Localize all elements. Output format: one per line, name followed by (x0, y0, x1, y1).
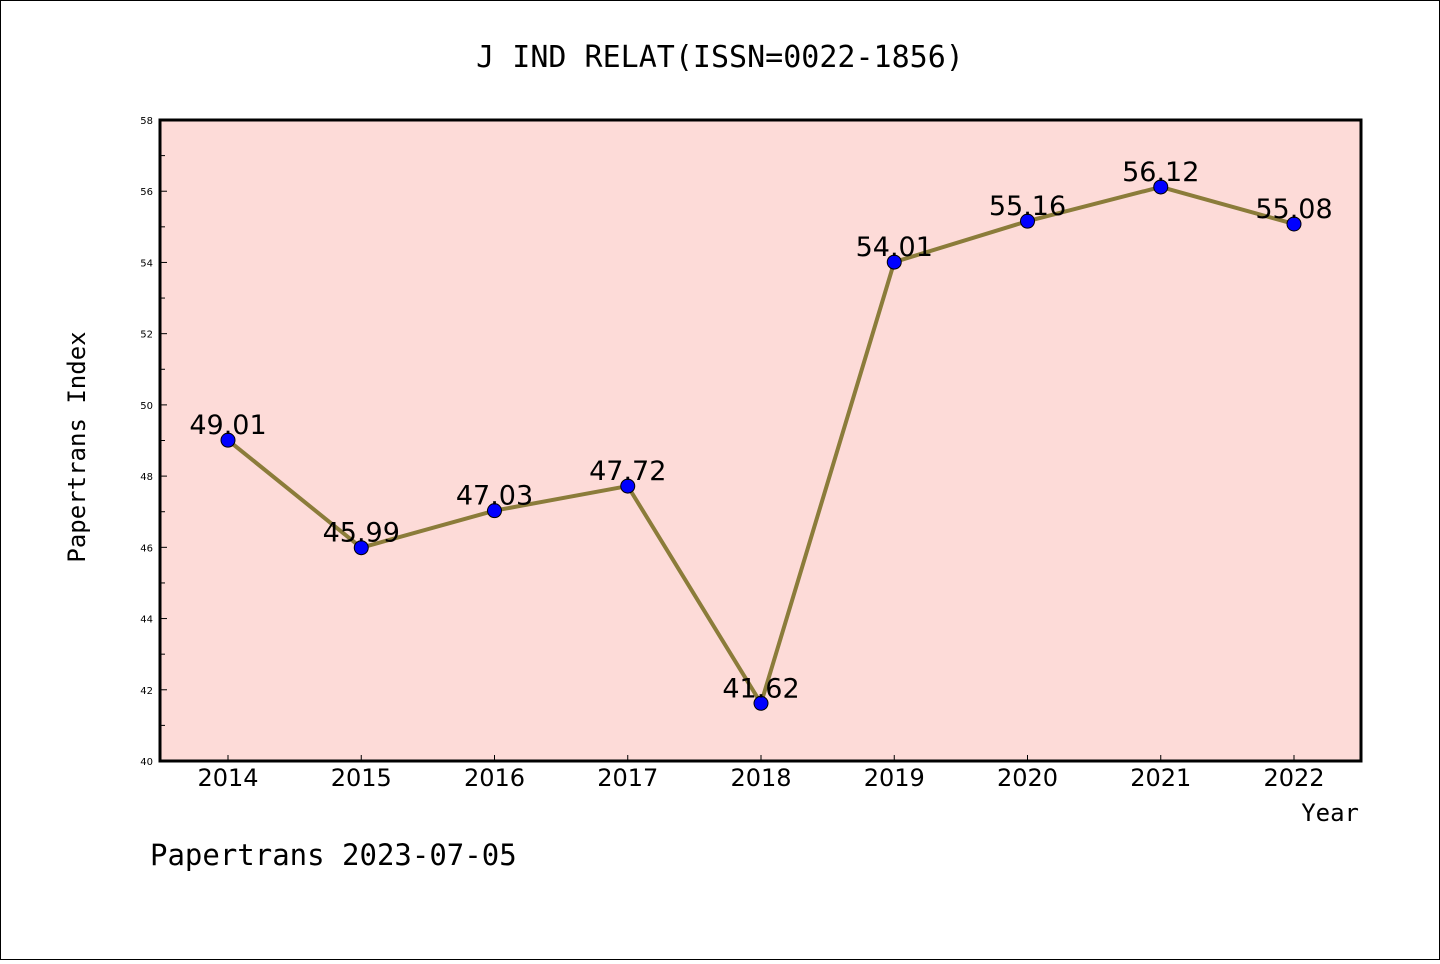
y-tick-label: 58 (140, 116, 153, 127)
data-label: 54.01 (856, 232, 933, 263)
y-tick-label: 46 (140, 543, 153, 554)
data-label: 49.01 (189, 410, 266, 441)
data-point (220, 432, 236, 448)
y-tick-label: 40 (140, 757, 153, 768)
y-tick-label: 56 (140, 187, 153, 198)
y-tick-label: 50 (140, 401, 153, 412)
data-point (487, 503, 502, 519)
x-tick-label: 2020 (997, 764, 1058, 792)
data-label: 55.16 (989, 191, 1066, 222)
data-label: 41.62 (722, 673, 799, 704)
data-point (886, 254, 902, 270)
data-point (1020, 213, 1035, 229)
chart-title: J IND RELAT(ISSN=0022-1856) (476, 40, 964, 75)
y-tick-label: 48 (140, 472, 153, 483)
data-label: 55.08 (1255, 194, 1332, 225)
x-tick-label: 2018 (730, 764, 791, 792)
x-axis-label: Year (1301, 799, 1359, 827)
x-tick-label: 2016 (464, 764, 525, 792)
y-tick-label: 44 (140, 615, 153, 626)
data-point (1153, 179, 1169, 195)
data-point (620, 478, 636, 494)
data-label: 47.72 (589, 456, 666, 487)
y-tick-labels: 40 42 44 46 48 50 52 54 56 58 (140, 116, 153, 768)
x-tick-labels: 2014 2015 2016 2017 2018 2019 2020 2021 2022 (197, 764, 1324, 792)
x-tick-label: 2017 (597, 764, 658, 792)
plot-area (158, 118, 1363, 763)
footer-text: Papertrans 2023-07-05 (150, 838, 517, 872)
data-point (353, 540, 369, 556)
x-tick-label: 2022 (1263, 764, 1324, 792)
data-point (753, 695, 769, 711)
x-tick-label: 2015 (331, 764, 392, 792)
y-tick-label: 52 (140, 330, 153, 341)
x-tick-label: 2019 (864, 764, 925, 792)
axis-ticks (160, 119, 1295, 762)
data-labels: 49.01 45.99 47.03 47.72 41.62 54.01 55.16 56.12… (189, 157, 1332, 704)
series-markers (220, 179, 1302, 711)
data-label: 45.99 (323, 518, 400, 549)
x-tick-label: 2021 (1130, 764, 1191, 792)
y-axis-label: Papertrans Index (63, 331, 91, 562)
data-point (1286, 216, 1302, 232)
x-tick-label: 2014 (197, 764, 258, 792)
y-tick-label: 54 (140, 258, 153, 269)
y-tick-label: 42 (140, 686, 153, 697)
data-label: 56.12 (1122, 157, 1199, 188)
data-label: 47.03 (456, 481, 533, 512)
